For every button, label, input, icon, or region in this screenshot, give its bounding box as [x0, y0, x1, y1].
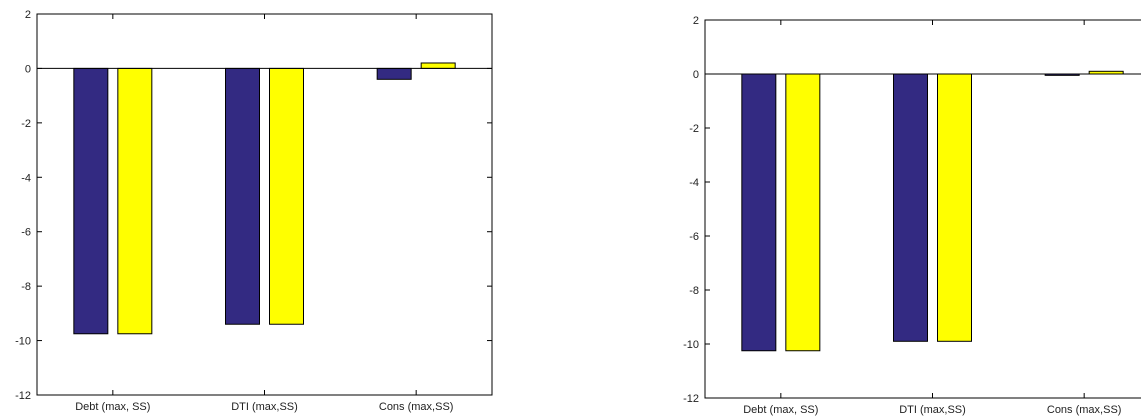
x-tick-label: DTI (max,SS)	[899, 404, 966, 416]
x-tick-label: Debt (max, SS)	[75, 401, 150, 413]
y-tick-label: 2	[25, 9, 31, 21]
y-tick-label: -8	[689, 285, 699, 297]
y-tick-label: 2	[693, 15, 699, 27]
x-tick-label: DTI (max,SS)	[231, 401, 298, 413]
y-tick-label: -2	[21, 118, 31, 130]
right-bar-chart: 2 0 -2 -4 -6 -8 -10 -12 Debt (max, SS) DTI (max,S…	[683, 15, 1141, 416]
y-tick-label: -6	[21, 227, 31, 239]
y-tick-label: -10	[683, 339, 699, 351]
bar-series-2	[937, 73, 972, 342]
y-tick-label: -4	[21, 172, 31, 184]
bar-series-1	[893, 73, 928, 342]
y-tick-label: 0	[693, 69, 699, 81]
x-tick-label: Cons (max,SS)	[1047, 404, 1122, 416]
y-tick-label: -12	[683, 393, 699, 405]
y-tick-label: -4	[689, 177, 699, 189]
bar-series-1	[741, 73, 777, 352]
y-tick-label: -12	[15, 390, 31, 402]
y-tick-label: -8	[21, 281, 31, 293]
left-bar-chart: 2 0 -2 -4 -6 -8 -10 -12 Debt (max, SS) DTI (max,S…	[15, 9, 493, 413]
bar-series-1	[73, 67, 109, 335]
bar-series-1	[376, 67, 412, 80]
bar-series-2	[117, 67, 153, 335]
bar-series-2	[269, 67, 304, 325]
x-tick-label: Debt (max, SS)	[743, 404, 818, 416]
y-tick-label: -2	[689, 123, 699, 135]
bar-series-1	[225, 67, 260, 325]
y-tick-label: -10	[15, 336, 31, 348]
bar-series-2	[785, 73, 821, 352]
y-tick-label: -6	[689, 231, 699, 243]
bar-series-2	[420, 62, 456, 69]
x-tick-label: Cons (max,SS)	[379, 401, 454, 413]
y-tick-label: 0	[25, 63, 31, 75]
